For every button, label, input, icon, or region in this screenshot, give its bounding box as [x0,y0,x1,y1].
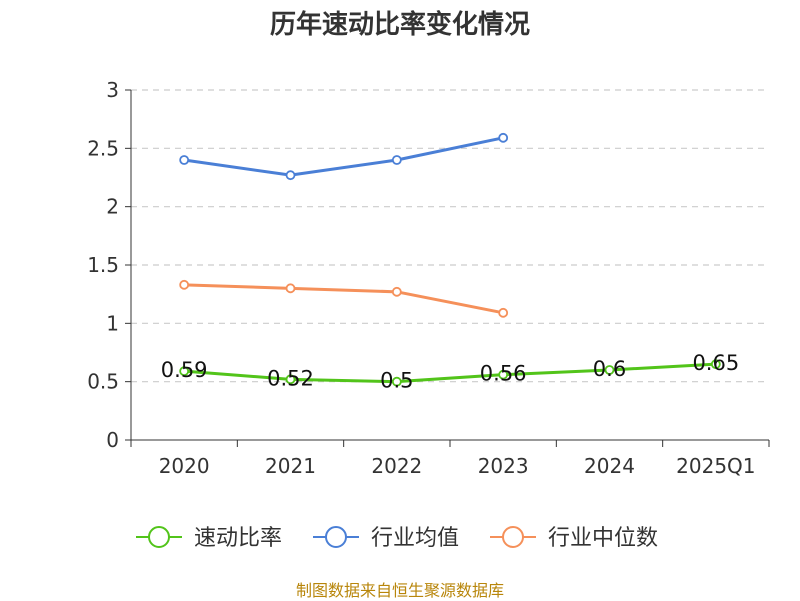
data-point[interactable] [179,155,190,165]
y-tick-label: 0.5 [87,370,119,394]
x-tick-label: 2022 [371,454,422,478]
y-tick-label: 1.5 [87,253,119,277]
series-line-industry-median [184,283,504,315]
data-label: 0.5 [380,369,413,393]
chart-title: 历年速动比率变化情况 [269,10,530,40]
y-tick-label: 2 [106,195,119,219]
grid-layer [131,89,769,383]
series-layer [179,132,721,387]
x-tick-label: 2023 [478,454,529,478]
y-tick-label: 1 [106,311,119,335]
data-point[interactable] [391,286,402,297]
data-point[interactable] [604,365,615,375]
legend-marker [325,526,347,548]
x-tick-label: 2024 [584,454,635,478]
data-point[interactable] [391,155,402,165]
legend[interactable]: 速动比率 行业均值 行业中位数 [136,526,658,551]
legend-item[interactable]: 行业均值 [313,526,459,551]
series-line-industry-mean [183,136,504,177]
data-label: 0.6 [593,357,626,381]
source-note: 制图数据来自恒生聚源数据库 [295,581,504,600]
y-tick-label: 2.5 [87,136,119,160]
legend-label: 速动比率 [194,526,282,551]
data-point[interactable] [179,279,190,290]
series-line-quick-ratio [184,362,716,384]
axis-layer: 0 0.5 1 1.5 2 2.5 3 2020 2021 2022 2023 2024 2025Q1 [87,78,770,478]
label-layer: 0.59 0.52 0.5 0.56 0.6 0.65 [161,351,739,393]
data-point[interactable] [285,170,296,181]
legend-label: 行业均值 [371,526,459,551]
data-label: 0.65 [692,351,739,375]
data-point[interactable] [179,366,190,377]
data-point[interactable] [285,283,296,294]
data-point[interactable] [498,132,509,143]
legend-marker [148,526,170,548]
legend-marker [502,526,524,548]
x-tick-label: 2025Q1 [676,454,755,478]
data-label: 0.52 [267,366,314,390]
data-point[interactable] [710,359,721,370]
data-point[interactable] [391,376,402,387]
legend-item[interactable]: 行业中位数 [490,526,658,551]
data-point[interactable] [498,307,509,318]
data-label: 0.56 [480,362,527,386]
data-point[interactable] [498,369,509,380]
y-tick-label: 0 [106,428,119,452]
legend-item[interactable]: 速动比率 [136,526,282,551]
y-tick-label: 3 [106,78,119,102]
legend-label: 行业中位数 [548,526,658,551]
x-tick-label: 2021 [265,454,316,478]
data-point[interactable] [285,374,296,385]
x-tick-label: 2020 [159,454,210,478]
data-label: 0.59 [161,358,208,382]
